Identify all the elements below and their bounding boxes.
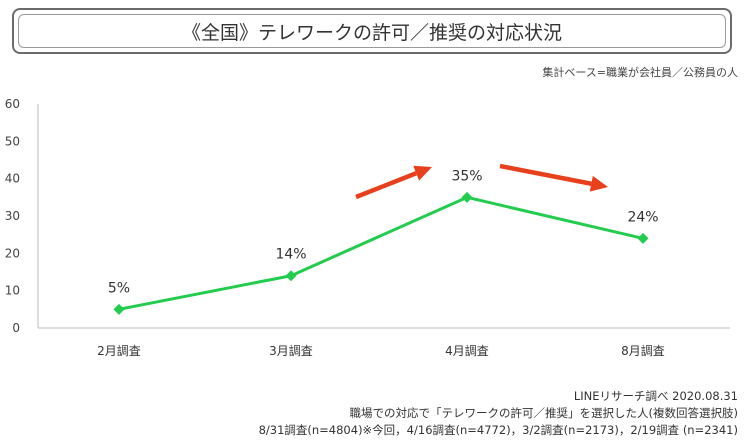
x-tick-label: 8月調査 (621, 344, 665, 358)
x-tick-label: 2月調査 (97, 344, 141, 358)
y-tick-label: 30 (5, 209, 20, 223)
data-label: 14% (275, 247, 306, 263)
y-tick-label: 0 (12, 321, 20, 335)
increase-arrow-shaft (355, 171, 418, 200)
selection-note: 職場での対応で「テレワークの許可／推奨」を選択した人(複数回答選択肢) (349, 406, 738, 420)
data-point-marker (113, 303, 125, 315)
x-tick-label: 4月調査 (445, 344, 489, 358)
base-note: 集計ベース=職業が会社員／公務員の人 (542, 66, 738, 79)
y-axis: 0 10 20 30 40 50 60 (5, 97, 39, 335)
data-label: 5% (108, 280, 130, 296)
data-label: 24% (627, 209, 658, 225)
trend-arrows (355, 163, 608, 200)
footer: LINEリサーチ調べ 2020.08.31 職場での対応で「テレワークの許可／推… (259, 388, 738, 439)
chart-title: 《全国》テレワークの許可／推奨の対応状況 (181, 21, 562, 44)
y-tick-label: 50 (5, 134, 20, 148)
decrease-arrow-head (589, 175, 608, 192)
x-axis: 2月調査 3月調査 4月調査 8月調査 (38, 327, 730, 358)
series-line: 5% 14% 35% 24% (108, 168, 659, 315)
increase-arrow-head (413, 165, 432, 181)
data-point-marker (637, 232, 649, 244)
source-note: LINEリサーチ調べ 2020.08.31 (573, 389, 738, 403)
y-tick-label: 60 (5, 97, 20, 111)
y-tick-label: 40 (5, 172, 20, 186)
decrease-arrow-shaft (499, 163, 592, 186)
x-tick-label: 3月調査 (269, 344, 313, 358)
chart-title-box: 《全国》テレワークの許可／推奨の対応状況 (12, 8, 732, 54)
data-point-marker (285, 270, 297, 282)
data-point-marker (461, 191, 473, 203)
y-tick-label: 20 (5, 246, 20, 260)
increase-arrow (355, 165, 432, 200)
data-label: 35% (451, 168, 482, 184)
sample-sizes-note: 8/31調査(n=4804)※今回，4/16調査(n=4772)，3/2調査(n… (258, 423, 738, 437)
y-tick-label: 10 (5, 284, 20, 298)
decrease-arrow (499, 163, 608, 192)
series-line-path (118, 195, 644, 311)
